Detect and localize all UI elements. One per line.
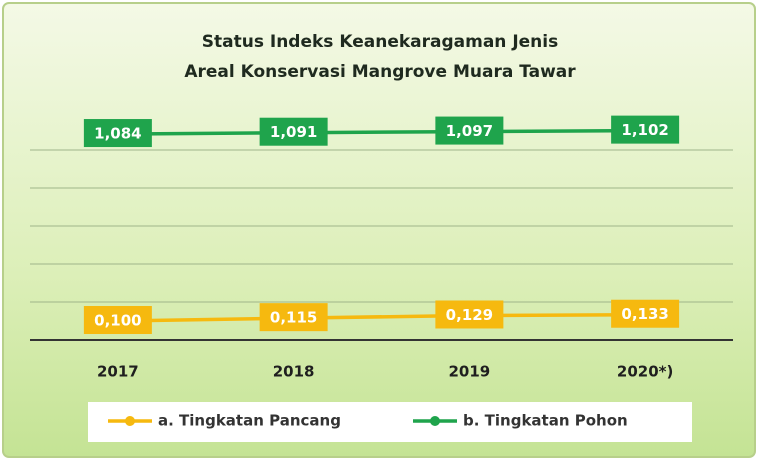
- data-label: 0,115: [270, 309, 317, 327]
- series-line: [117, 312, 646, 323]
- data-label: 1,097: [446, 122, 493, 140]
- legend-box: [88, 402, 692, 442]
- legend-label: b. Tingkatan Pohon: [463, 412, 628, 430]
- chart-background: [2, 2, 756, 458]
- x-tick-label: 2017: [97, 363, 139, 381]
- x-tick-label: 2018: [273, 363, 315, 381]
- data-label-box: [611, 299, 680, 328]
- data-label-box: [435, 300, 504, 329]
- legend-marker: [430, 416, 440, 426]
- legend-marker: [125, 416, 135, 426]
- data-label: 0,133: [621, 305, 668, 323]
- data-label-box: [83, 306, 152, 334]
- data-label: 0,129: [446, 306, 493, 324]
- data-label-box: [83, 119, 152, 148]
- data-label-box: [435, 116, 504, 145]
- data-label-box: [259, 303, 328, 332]
- data-label: 1,091: [270, 123, 317, 141]
- series-line: [117, 128, 646, 136]
- data-label-box: [259, 117, 328, 146]
- x-tick-label: 2020*): [617, 363, 673, 381]
- chart-title: Areal Konservasi Mangrove Muara Tawar: [184, 62, 576, 82]
- legend-label: a. Tingkatan Pancang: [158, 412, 341, 430]
- data-label-box: [611, 115, 680, 144]
- chart-title: Status Indeks Keanekaragaman Jenis: [202, 32, 558, 52]
- data-label: 1,102: [621, 121, 668, 139]
- x-tick-label: 2019: [449, 363, 491, 381]
- data-label: 0,100: [94, 312, 141, 330]
- data-label: 1,084: [94, 125, 141, 143]
